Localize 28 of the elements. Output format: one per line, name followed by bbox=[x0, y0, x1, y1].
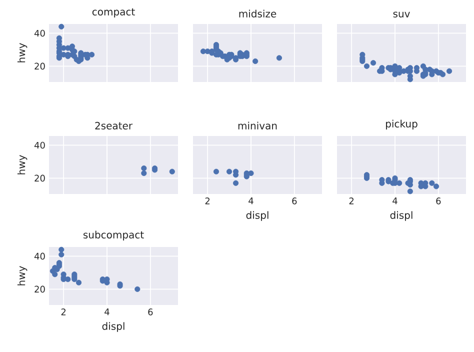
x-axis-title: displ bbox=[102, 322, 124, 332]
y-axis-title: hwy bbox=[17, 155, 28, 174]
y-tick-label: 40 bbox=[34, 142, 45, 149]
x-tick-label: 2 bbox=[61, 308, 66, 316]
x-tick-label: 4 bbox=[248, 198, 254, 204]
chart-title: midsize bbox=[239, 10, 276, 18]
x-axis-title: displ bbox=[246, 211, 268, 221]
x-tick-label: 6 bbox=[148, 308, 153, 316]
chart-title: pickup bbox=[386, 120, 418, 130]
x-axis-title: displ bbox=[390, 211, 412, 221]
y-tick-label: 40 bbox=[34, 30, 45, 37]
y-tick-label: 20 bbox=[34, 286, 45, 293]
y-tick-label: 20 bbox=[34, 62, 45, 70]
x-tick-label: 6 bbox=[436, 198, 441, 204]
y-axis-title: hwy bbox=[17, 43, 28, 62]
y-tick-label: 20 bbox=[34, 174, 45, 182]
x-tick-label: 6 bbox=[292, 198, 297, 204]
chart-title: 2seater bbox=[95, 122, 133, 130]
y-tick-label: 40 bbox=[34, 252, 45, 260]
x-tick-label: 2 bbox=[349, 198, 354, 204]
chart-title: subcompact bbox=[83, 230, 144, 240]
chart-title: minivan bbox=[238, 122, 277, 130]
x-tick-label: 4 bbox=[104, 308, 110, 316]
x-tick-label: 2 bbox=[205, 198, 210, 204]
chart-title: suv bbox=[393, 12, 410, 18]
chart-title: compact bbox=[92, 8, 135, 18]
y-axis-title: hwy bbox=[17, 266, 28, 286]
x-tick-label: 4 bbox=[392, 198, 398, 204]
